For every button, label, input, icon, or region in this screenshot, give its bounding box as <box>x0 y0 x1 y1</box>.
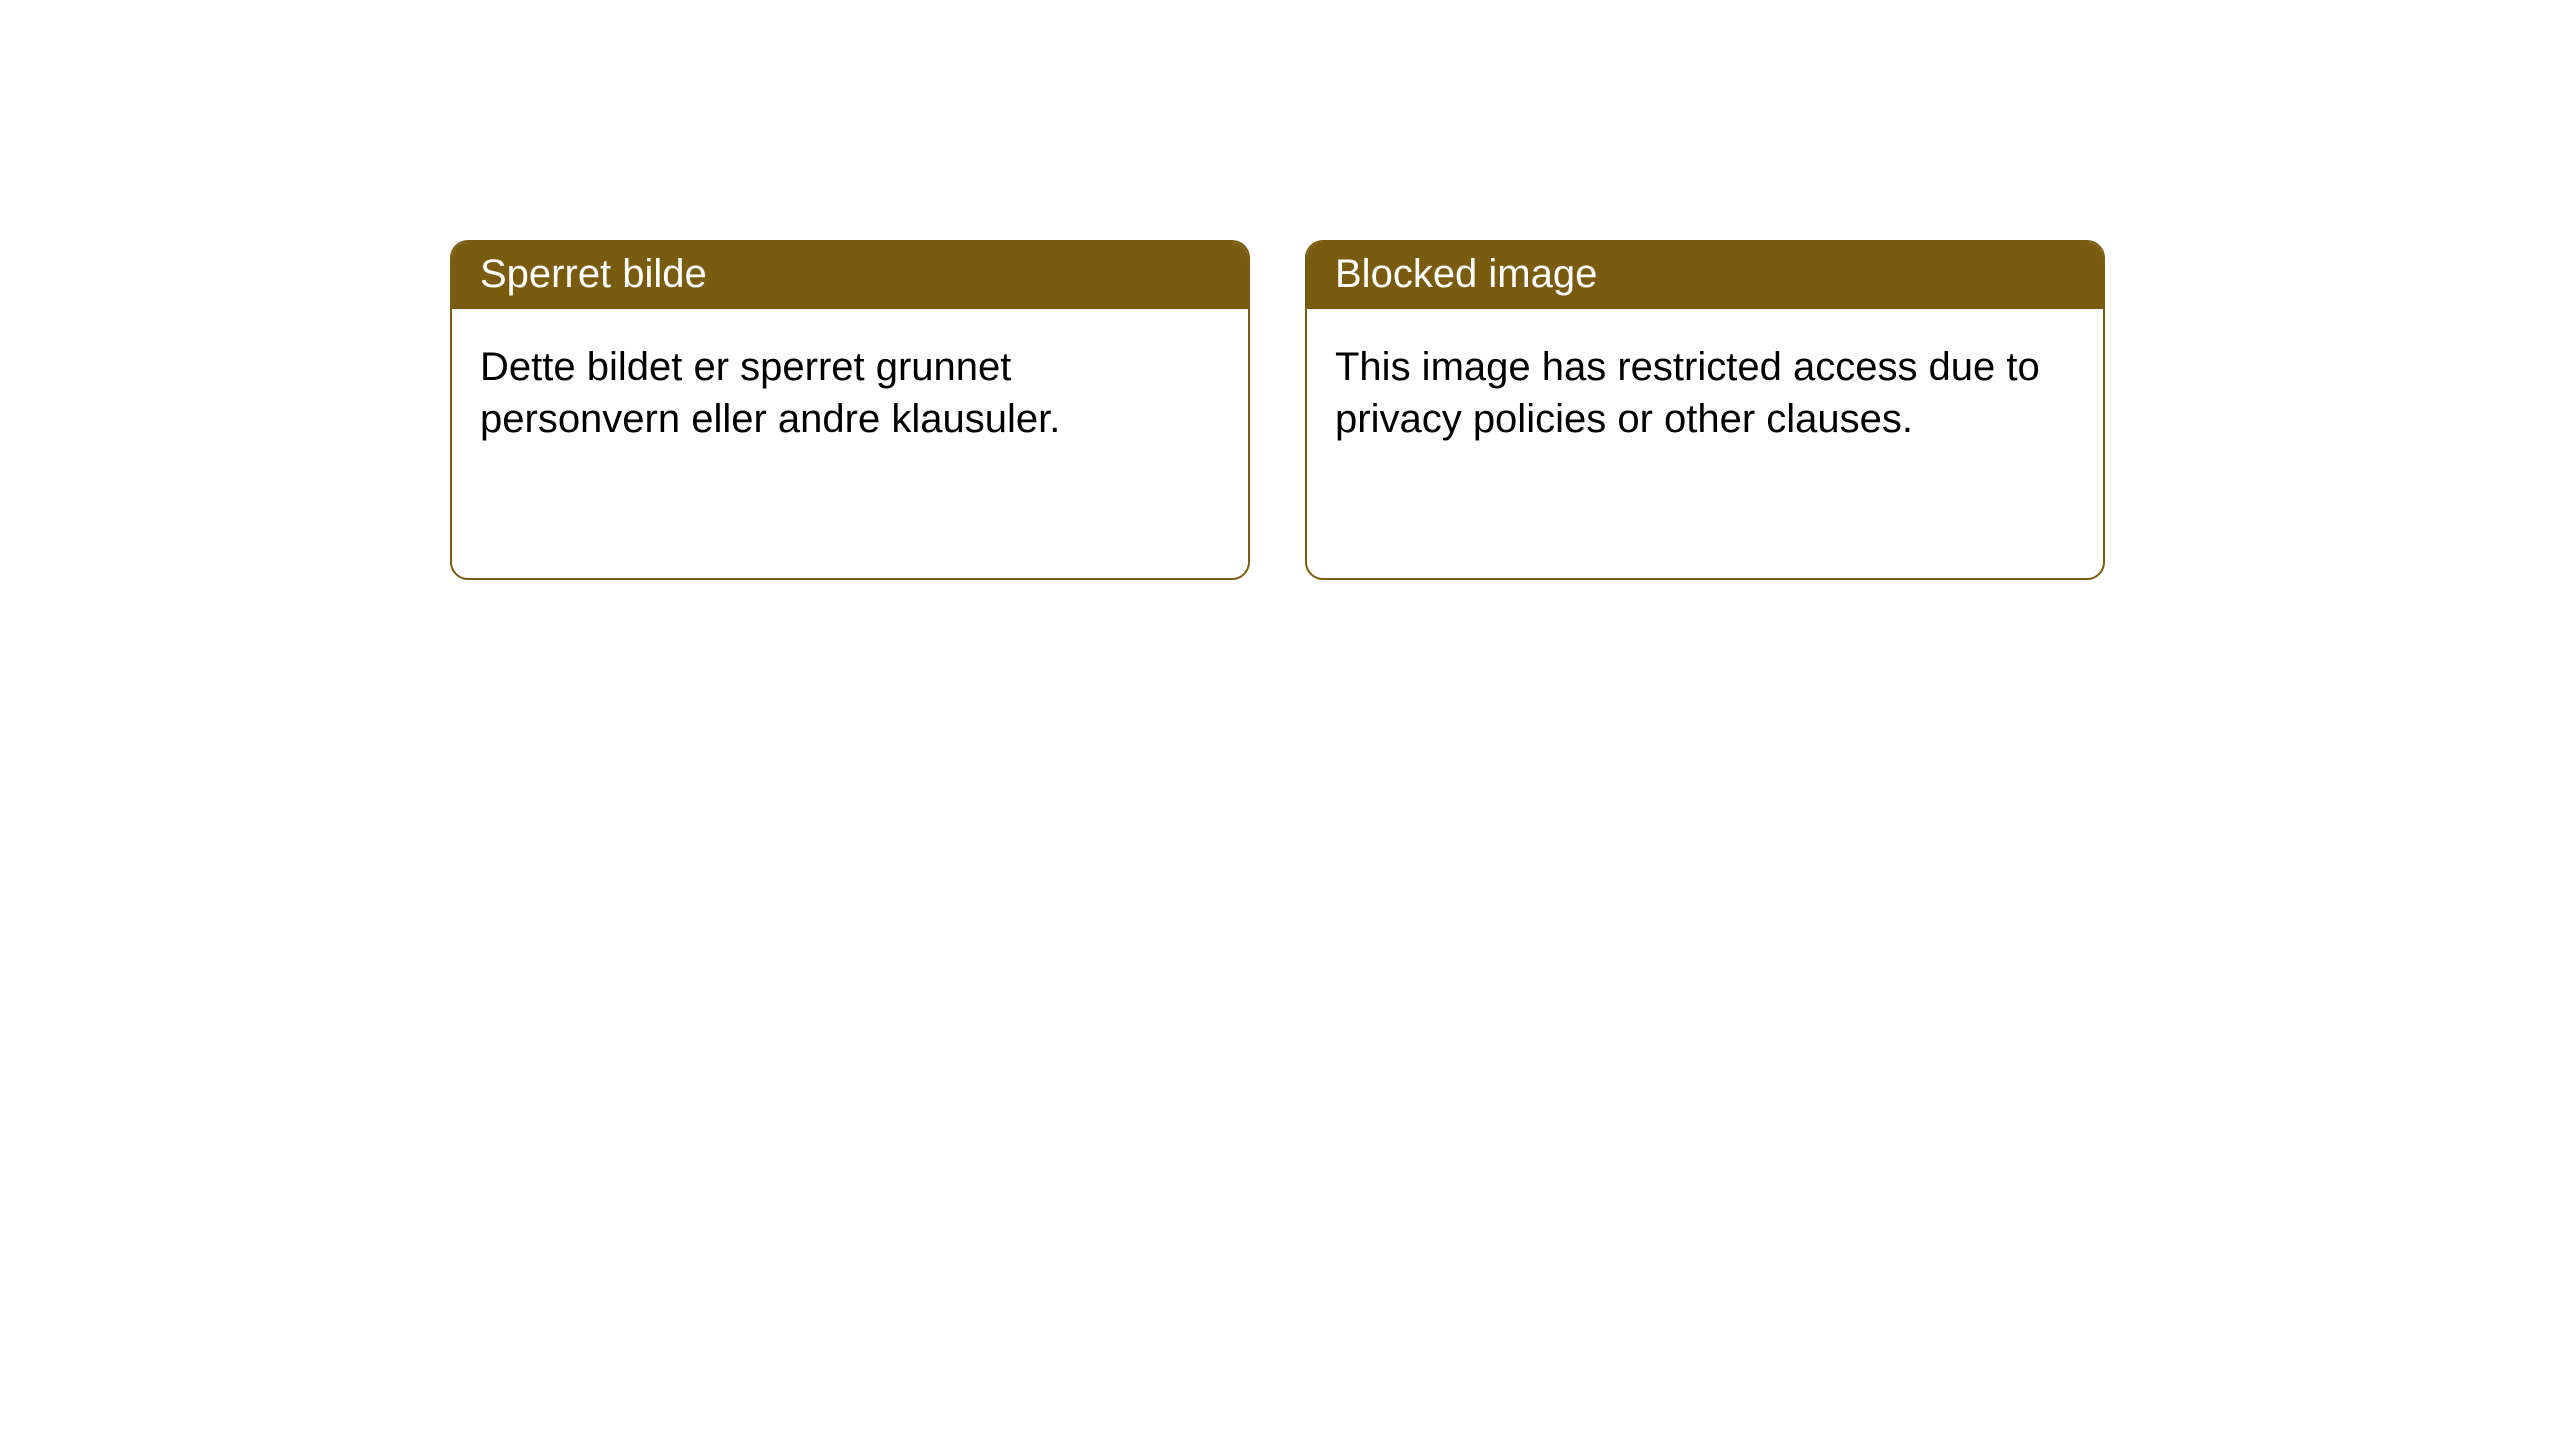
notice-card-english: Blocked image This image has restricted … <box>1305 240 2105 580</box>
notice-card-norwegian: Sperret bilde Dette bildet er sperret gr… <box>450 240 1250 580</box>
blocked-image-notices: Sperret bilde Dette bildet er sperret gr… <box>450 240 2105 580</box>
notice-body: Dette bildet er sperret grunnet personve… <box>452 309 1248 477</box>
notice-header: Sperret bilde <box>452 242 1248 309</box>
notice-header: Blocked image <box>1307 242 2103 309</box>
notice-body: This image has restricted access due to … <box>1307 309 2103 477</box>
